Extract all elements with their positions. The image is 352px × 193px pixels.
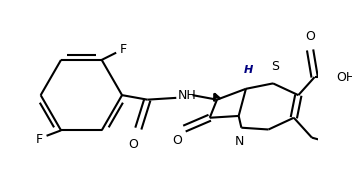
Text: NH: NH (178, 89, 197, 102)
Text: O: O (128, 138, 138, 151)
Text: OH: OH (336, 71, 352, 84)
Text: N: N (235, 135, 244, 148)
Text: S: S (271, 60, 279, 73)
Text: H: H (244, 65, 253, 75)
Text: O: O (305, 30, 315, 43)
Text: F: F (36, 133, 43, 146)
Text: F: F (120, 43, 127, 56)
Text: O: O (172, 134, 182, 147)
